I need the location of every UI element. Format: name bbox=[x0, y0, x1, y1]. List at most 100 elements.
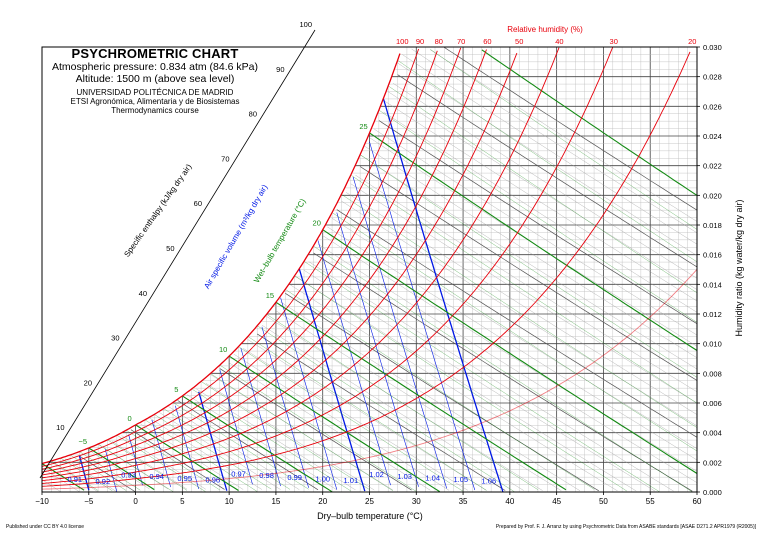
wet-bulb-line bbox=[126, 430, 220, 491]
wet-bulb-line bbox=[397, 60, 698, 263]
specific-volume-line bbox=[317, 240, 391, 486]
relative-humidity-label: 40 bbox=[555, 37, 563, 46]
specific-volume-line bbox=[382, 98, 504, 492]
enthalpy-line bbox=[332, 218, 698, 449]
wet-bulb-line bbox=[107, 439, 188, 491]
enthalpy-tick-label: 90 bbox=[276, 65, 284, 74]
specific-volume-label: 1.02 bbox=[369, 470, 384, 479]
enthalpy-line bbox=[219, 368, 412, 491]
enthalpy-line bbox=[374, 128, 698, 336]
specific-volume-label: 0.94 bbox=[149, 472, 164, 481]
specific-volume-line bbox=[198, 391, 228, 491]
specific-volume-line bbox=[280, 297, 338, 490]
enthalpy-line bbox=[383, 100, 698, 302]
enthalpy-line bbox=[359, 166, 698, 381]
relative-humidity-label: 80 bbox=[435, 37, 443, 46]
specific-volume-line bbox=[369, 141, 476, 491]
x-tick-label: 25 bbox=[365, 497, 374, 506]
wet-bulb-line bbox=[313, 245, 693, 493]
wet-bulb-line bbox=[51, 460, 99, 491]
enthalpy-line bbox=[322, 235, 698, 472]
relative-humidity-label: 20 bbox=[688, 37, 696, 46]
enthalpy-line bbox=[350, 183, 698, 404]
wet-bulb-label: 20 bbox=[313, 219, 321, 228]
y-tick-label: 0.018 bbox=[703, 221, 722, 230]
x-tick-label: 30 bbox=[412, 497, 421, 506]
relative-humidity-curve bbox=[41, 269, 698, 490]
specific-volume-label: 0.96 bbox=[205, 476, 220, 485]
course-text: Thermodynamics course bbox=[111, 106, 199, 115]
enthalpy-tick-label: 30 bbox=[111, 334, 119, 343]
enthalpy-line bbox=[369, 137, 698, 347]
enthalpy-line bbox=[341, 200, 698, 427]
wet-bulb-line bbox=[191, 388, 351, 492]
specific-volume-label: 1.06 bbox=[482, 477, 497, 486]
enthalpy-tick-label: 40 bbox=[139, 289, 147, 298]
specific-volume-line bbox=[219, 369, 253, 485]
wet-bulb-line bbox=[116, 435, 206, 492]
chart-grid bbox=[41, 27, 698, 493]
relative-humidity-curve bbox=[41, 49, 487, 476]
x-tick-label: −10 bbox=[35, 497, 49, 506]
wet-bulb-line bbox=[294, 275, 627, 492]
wet-bulb-label: −5 bbox=[79, 437, 88, 446]
wet-bulb-line bbox=[341, 194, 698, 428]
enthalpy-line bbox=[149, 417, 262, 490]
wet-bulb-line bbox=[303, 261, 660, 493]
specific-volume-line bbox=[240, 348, 281, 487]
enthalpy-line bbox=[243, 348, 468, 491]
enthalpy-line bbox=[364, 146, 698, 358]
wet-bulb-line bbox=[219, 364, 417, 492]
y-tick-label: 0.010 bbox=[703, 340, 722, 349]
wet-bulb-label: 0 bbox=[127, 414, 131, 423]
enthalpy-line bbox=[112, 441, 188, 490]
specific-volume-label: 0.97 bbox=[231, 469, 246, 478]
enthalpy-line bbox=[257, 333, 506, 491]
enthalpy-line bbox=[177, 400, 319, 491]
y-tick-label: 0.022 bbox=[703, 162, 722, 171]
y-tick-label: 0.028 bbox=[703, 73, 722, 82]
enthalpy-line bbox=[275, 310, 562, 491]
enthalpy-line bbox=[289, 284, 618, 492]
enthalpy-line bbox=[294, 275, 637, 492]
specific-volume-label: 1.04 bbox=[425, 473, 440, 482]
enthalpy-line bbox=[444, 47, 698, 211]
enthalpy-line bbox=[397, 74, 698, 268]
specific-volume-line bbox=[298, 268, 366, 492]
wet-bulb-line bbox=[238, 346, 464, 492]
wet-bulb-line bbox=[369, 132, 698, 351]
y-tick-label: 0.030 bbox=[703, 43, 722, 52]
enthalpy-line bbox=[397, 62, 698, 256]
specific-volume-label: 1.03 bbox=[397, 472, 412, 481]
y-tick-label: 0.006 bbox=[703, 399, 722, 408]
specific-volume-line bbox=[352, 176, 447, 489]
enthalpy-line bbox=[285, 293, 599, 492]
relative-humidity-label: 50 bbox=[515, 37, 523, 46]
x-tick-label: 15 bbox=[271, 497, 280, 506]
y-tick-label: 0.026 bbox=[703, 102, 722, 111]
wet-bulb-line bbox=[378, 109, 698, 323]
relative-humidity-curve bbox=[41, 48, 420, 467]
x-tick-label: 0 bbox=[133, 497, 138, 506]
enthalpy-line bbox=[327, 226, 698, 461]
enthalpy-tick-label: 100 bbox=[299, 20, 312, 29]
wet-bulb-label: 25 bbox=[359, 122, 367, 131]
rh-axis-label: Relative humidity (%) bbox=[507, 25, 583, 34]
enthalpy-tick-label: 70 bbox=[221, 154, 229, 163]
y-tick-label: 0.020 bbox=[703, 191, 722, 200]
specific-volume-line bbox=[175, 405, 199, 489]
specific-volume-line bbox=[128, 434, 143, 486]
enthalpy-line bbox=[229, 362, 431, 491]
enthalpy-line bbox=[346, 192, 698, 415]
altitude-text: Altitude: 1500 m (above sea level) bbox=[75, 73, 235, 85]
enthalpy-scale-line bbox=[39, 29, 316, 479]
relative-humidity-label: 30 bbox=[610, 37, 618, 46]
enthalpy-line bbox=[303, 270, 655, 492]
specific-volume-line bbox=[151, 419, 171, 488]
specific-volume-label: 0.98 bbox=[259, 471, 274, 480]
relative-humidity-curve bbox=[41, 51, 691, 487]
x-tick-label: 60 bbox=[693, 497, 702, 506]
specific-volume-label: 1.05 bbox=[453, 475, 468, 484]
enthalpy-tick-label: 60 bbox=[194, 199, 202, 208]
